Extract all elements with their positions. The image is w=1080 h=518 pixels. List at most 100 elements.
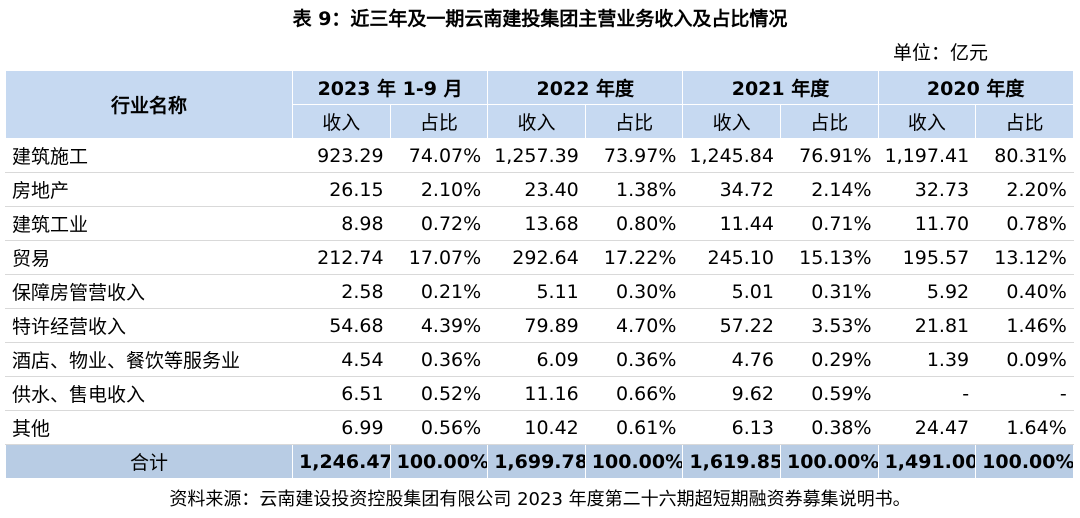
cell: 1.46% <box>975 308 1074 343</box>
row-label: 酒店、物业、餐饮等服务业 <box>5 342 293 377</box>
cell: 6.13 <box>682 410 781 445</box>
cell: 80.31% <box>975 138 1074 173</box>
table-row: 特许经营收入 54.68 4.39% 79.89 4.70% 57.22 3.53% 21.8… <box>5 308 1074 343</box>
sub-header: 收入 <box>487 104 586 139</box>
cell: 13.68 <box>487 206 586 241</box>
total-cell: 1,619.85 <box>682 444 781 479</box>
table-row: 供水、售电收入 6.51 0.52% 11.16 0.66% 9.62 0.59% - - <box>5 376 1074 411</box>
cell: 0.71% <box>779 206 879 241</box>
cell: 73.97% <box>584 138 684 173</box>
total-label: 合计 <box>5 444 293 479</box>
cell: 0.59% <box>779 376 879 411</box>
cell: 0.78% <box>975 206 1074 241</box>
cell: - <box>975 376 1074 411</box>
sub-header: 占比 <box>975 104 1074 139</box>
cell: 1.38% <box>584 172 684 207</box>
cell: 1,245.84 <box>682 138 781 173</box>
cell: 6.99 <box>292 410 391 445</box>
table-row: 酒店、物业、餐饮等服务业 4.54 0.36% 6.09 0.36% 4.76 0.29% 1… <box>5 342 1074 377</box>
row-label: 特许经营收入 <box>5 308 293 343</box>
total-cell: 1,491.00 <box>877 444 977 479</box>
cell: 24.47 <box>877 410 977 445</box>
cell: 2.14% <box>779 172 879 207</box>
table-title: 表 9：近三年及一期云南建投集团主营业务收入及占比情况 <box>292 8 788 30</box>
cell: 212.74 <box>292 240 391 275</box>
table-head: 行业名称 2023 年 1-9 月 2022 年度 2021 年度 2020 年度 收入… <box>5 70 1074 139</box>
table-row: 其他 6.99 0.56% 10.42 0.61% 6.13 0.38% 24.47 1.64% <box>5 410 1074 445</box>
total-row: 合计 1,246.47 100.00% 1,699.78 100.00% 1,619.85… <box>5 444 1074 479</box>
total-cell: 100.00% <box>975 444 1074 479</box>
cell: 5.11 <box>487 274 586 309</box>
row-label: 供水、售电收入 <box>5 376 293 411</box>
table-body: 建筑施工 923.29 74.07% 1,257.39 73.97% 1,245.84 76… <box>5 138 1074 445</box>
total-cell: 100.00% <box>779 444 879 479</box>
period-header: 2020 年度 <box>877 70 1074 105</box>
cell: 0.52% <box>389 376 489 411</box>
cell: 17.22% <box>584 240 684 275</box>
row-label: 建筑工业 <box>5 206 293 241</box>
period-header: 2021 年度 <box>682 70 879 105</box>
cell: 3.53% <box>779 308 879 343</box>
total-cell: 100.00% <box>584 444 684 479</box>
sub-header: 收入 <box>877 104 977 139</box>
cell: 5.92 <box>877 274 977 309</box>
cell: 0.61% <box>584 410 684 445</box>
cell: 2.58 <box>292 274 391 309</box>
cell: 4.39% <box>389 308 489 343</box>
period-header: 2022 年度 <box>487 70 684 105</box>
sub-header: 收入 <box>292 104 391 139</box>
cell: 0.29% <box>779 342 879 377</box>
cell: 4.54 <box>292 342 391 377</box>
cell: 1,197.41 <box>877 138 977 173</box>
table-row: 房地产 26.15 2.10% 23.40 1.38% 34.72 2.14% 32.73 2.… <box>5 172 1074 207</box>
cell: 26.15 <box>292 172 391 207</box>
cell: 8.98 <box>292 206 391 241</box>
cell: 5.01 <box>682 274 781 309</box>
cell: 57.22 <box>682 308 781 343</box>
table-row: 建筑工业 8.98 0.72% 13.68 0.80% 11.44 0.71% 11.70 0.… <box>5 206 1074 241</box>
cell: - <box>877 376 977 411</box>
cell: 11.16 <box>487 376 586 411</box>
cell: 0.30% <box>584 274 684 309</box>
cell: 15.13% <box>779 240 879 275</box>
cell: 6.51 <box>292 376 391 411</box>
cell: 0.36% <box>389 342 489 377</box>
cell: 17.07% <box>389 240 489 275</box>
row-label: 房地产 <box>5 172 293 207</box>
unit-label: 单位：亿元 <box>892 42 988 64</box>
cell: 79.89 <box>487 308 586 343</box>
cell: 0.38% <box>779 410 879 445</box>
cell: 6.09 <box>487 342 586 377</box>
cell: 23.40 <box>487 172 586 207</box>
cell: 4.70% <box>584 308 684 343</box>
cell: 0.72% <box>389 206 489 241</box>
sub-header: 占比 <box>584 104 684 139</box>
row-label: 保障房管营收入 <box>5 274 293 309</box>
cell: 1.39 <box>877 342 977 377</box>
cell: 0.31% <box>779 274 879 309</box>
period-header: 2023 年 1-9 月 <box>291 70 489 105</box>
sub-header: 占比 <box>389 104 489 139</box>
cell: 34.72 <box>682 172 781 207</box>
cell: 4.76 <box>682 342 781 377</box>
cell: 74.07% <box>389 138 489 173</box>
corner-header: 行业名称 <box>5 70 293 139</box>
cell: 245.10 <box>682 240 781 275</box>
cell: 0.21% <box>389 274 489 309</box>
cell: 54.68 <box>292 308 391 343</box>
sub-header: 占比 <box>779 104 879 139</box>
table-row: 建筑施工 923.29 74.07% 1,257.39 73.97% 1,245.84 76… <box>5 138 1074 173</box>
cell: 11.44 <box>682 206 781 241</box>
cell: 10.42 <box>487 410 586 445</box>
cell: 21.81 <box>877 308 977 343</box>
cell: 0.40% <box>975 274 1074 309</box>
cell: 923.29 <box>292 138 391 173</box>
total-cell: 100.00% <box>389 444 489 479</box>
row-label: 建筑施工 <box>5 138 293 173</box>
cell: 2.10% <box>389 172 489 207</box>
cell: 0.80% <box>584 206 684 241</box>
table-row: 保障房管营收入 2.58 0.21% 5.11 0.30% 5.01 0.31% 5.92 0.… <box>5 274 1074 309</box>
cell: 0.09% <box>975 342 1074 377</box>
cell: 9.62 <box>682 376 781 411</box>
